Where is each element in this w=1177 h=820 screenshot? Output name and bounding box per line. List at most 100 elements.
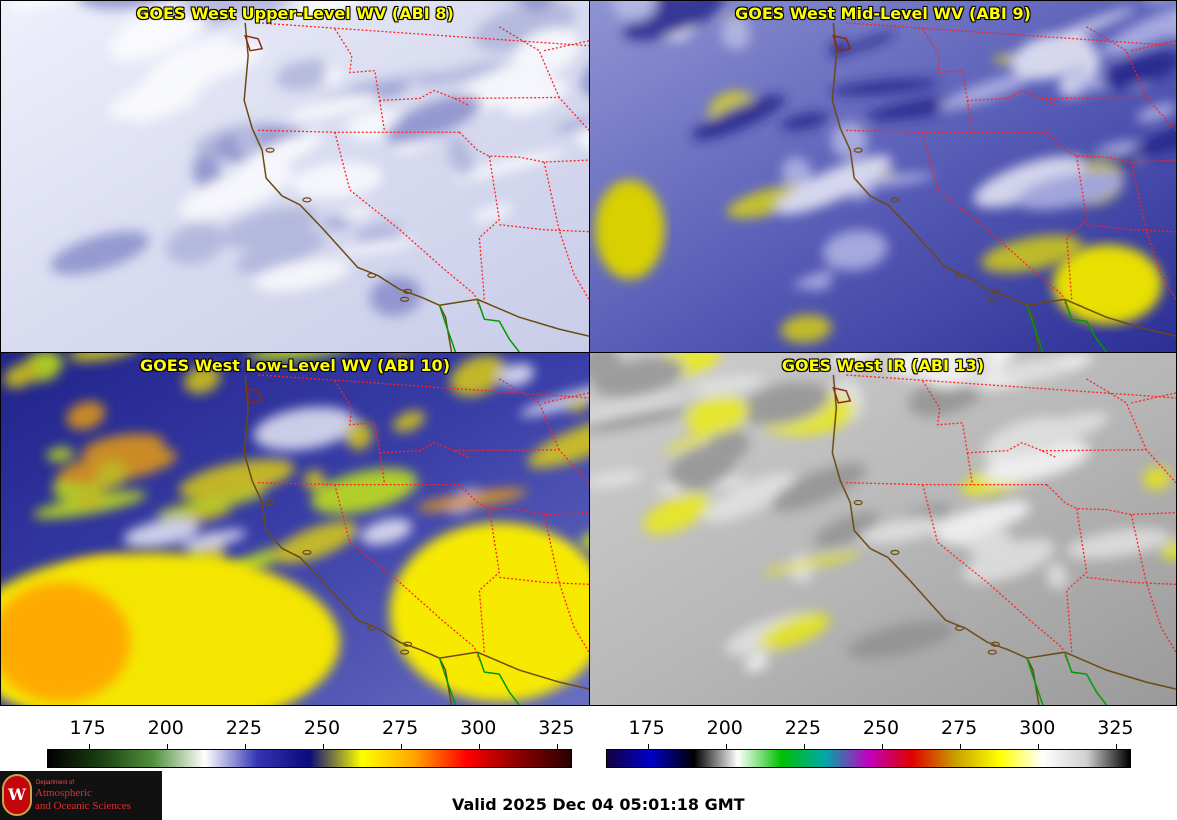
island-outline xyxy=(990,288,1000,294)
state-border xyxy=(1130,161,1176,300)
cloud-feature xyxy=(180,529,247,551)
state-border xyxy=(543,161,589,300)
logo-line-2: Atmospheric xyxy=(35,787,92,799)
dry-region xyxy=(594,179,665,280)
cloud-feature xyxy=(447,136,474,177)
ir-panel: GOES West IR (ABI 13) xyxy=(589,352,1177,706)
cloud-feature xyxy=(155,490,267,517)
state-border xyxy=(258,22,589,47)
colorbar-tick-mark xyxy=(166,744,168,750)
cloud-feature xyxy=(275,60,328,91)
cloud-feature xyxy=(780,112,829,130)
cloud-feature xyxy=(322,217,353,228)
cloud-feature xyxy=(499,363,535,387)
us-mexico-border xyxy=(439,298,589,337)
state-border xyxy=(499,576,589,585)
cloud-feature xyxy=(109,1,213,61)
cloud-feature xyxy=(253,259,350,292)
cloud-feature xyxy=(338,239,418,255)
valid-time: Valid 2025 Dec 04 05:01:18 GMT xyxy=(452,795,745,814)
cloud-feature xyxy=(179,164,294,219)
cloud-feature xyxy=(8,1,106,12)
us-mexico-border xyxy=(439,651,589,690)
cloud-feature xyxy=(504,78,568,116)
colorbar-tick-mark xyxy=(401,744,403,750)
cloud-feature xyxy=(513,28,580,77)
cloud-feature xyxy=(472,204,514,222)
cloud-feature xyxy=(664,431,717,454)
cloud-feature xyxy=(1158,1,1176,40)
mid-level-wv-panel: GOES West Mid-Level WV (ABI 9) xyxy=(589,0,1177,353)
cloud-feature xyxy=(46,447,74,462)
cloud-feature xyxy=(180,1,290,19)
colorbar-tick-mark xyxy=(647,744,649,750)
state-border xyxy=(846,374,1176,399)
cloud-feature xyxy=(554,103,589,131)
colorbar-tick-label: 200 xyxy=(147,717,184,739)
cloud-feature xyxy=(1102,51,1176,89)
coastline xyxy=(243,374,453,705)
state-border xyxy=(922,132,1068,308)
cloud-layer xyxy=(590,353,1176,672)
island-outline xyxy=(367,272,377,279)
island-outline xyxy=(853,499,863,506)
cloud-feature xyxy=(689,375,765,395)
cloud-feature xyxy=(416,60,506,88)
baja-coast xyxy=(438,305,457,352)
state-border xyxy=(458,484,589,516)
cloud-feature xyxy=(450,355,507,397)
state-border xyxy=(334,132,480,308)
colorbar-tick-label: 300 xyxy=(1019,717,1056,739)
cloud-feature xyxy=(623,1,725,41)
puget-sound xyxy=(244,386,264,404)
cloud-feature xyxy=(962,538,1055,583)
cloud-feature xyxy=(237,132,323,176)
cloud-layer xyxy=(612,1,1176,344)
colorbar-tick-label: 200 xyxy=(706,717,743,739)
us-mexico-border xyxy=(1026,298,1176,337)
cloud-feature xyxy=(132,96,199,124)
state-border xyxy=(498,378,560,450)
cloud-feature xyxy=(355,222,402,246)
cloud-feature xyxy=(793,270,836,289)
cloud-feature xyxy=(369,276,422,317)
cloud-feature xyxy=(967,530,1013,556)
cloud-feature xyxy=(830,353,906,366)
cloud-feature xyxy=(220,207,318,249)
colorbar-tick-label: 175 xyxy=(69,717,106,739)
state-border xyxy=(1086,576,1176,585)
state-border xyxy=(478,508,500,653)
island-outline xyxy=(400,649,410,655)
state-border xyxy=(1086,378,1147,450)
island-outline xyxy=(987,296,997,302)
island-outline xyxy=(265,147,275,153)
colorbar-tick-label: 225 xyxy=(784,717,821,739)
cloud-feature xyxy=(780,314,832,344)
cloud-feature xyxy=(590,470,643,488)
puget-sound xyxy=(244,34,264,52)
cloud-feature xyxy=(1065,528,1171,560)
cloud-feature xyxy=(1046,562,1068,590)
cloud-feature xyxy=(346,71,444,90)
mexico-coast xyxy=(1064,299,1108,352)
cloud-feature xyxy=(1015,171,1124,210)
cloud-feature xyxy=(1001,358,1070,382)
mexico-coast xyxy=(1064,651,1108,705)
cloud-feature xyxy=(527,416,589,468)
island-outline xyxy=(954,272,965,279)
state-border xyxy=(1046,131,1176,163)
island-outline xyxy=(890,549,900,556)
colorbar-tick-mark xyxy=(960,744,962,750)
cloud-feature xyxy=(247,353,351,361)
cloud-feature xyxy=(166,223,225,265)
state-border xyxy=(922,484,1068,661)
upper-level-wv-title: GOES West Upper-Level WV (ABI 8) xyxy=(136,4,454,23)
cloud-feature xyxy=(1136,102,1176,123)
cloud-feature xyxy=(758,612,830,650)
colorbar-tick-mark xyxy=(244,744,246,750)
upper-level-wv-panel: GOES West Upper-Level WV (ABI 8) xyxy=(0,0,590,353)
low-level-wv-map xyxy=(1,353,589,705)
ir-title: GOES West IR (ABI 13) xyxy=(781,356,985,375)
island-outline xyxy=(403,641,413,647)
cloud-feature xyxy=(703,473,795,523)
